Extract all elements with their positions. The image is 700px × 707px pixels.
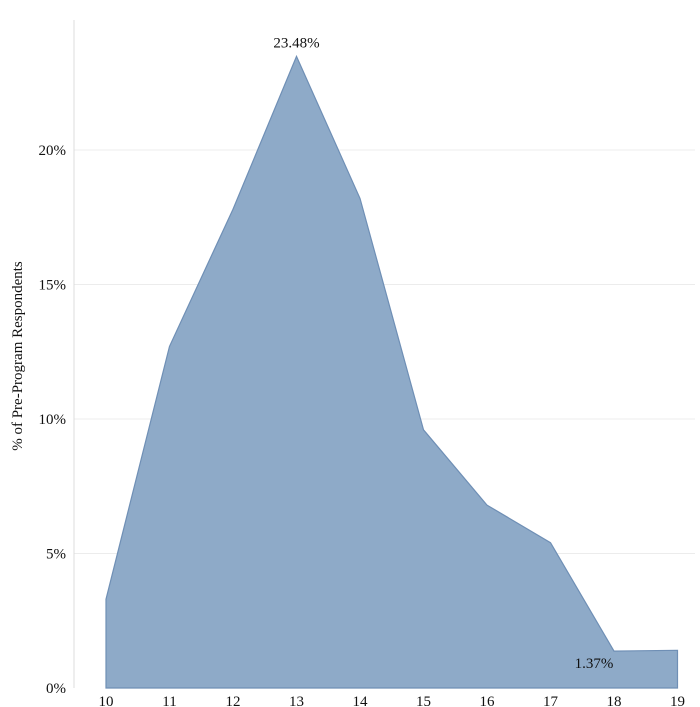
y-tick-label: 15% <box>39 278 67 294</box>
y-tick-label: 5% <box>46 547 66 563</box>
x-tick-label: 19 <box>670 694 685 707</box>
data-label: 1.37% <box>575 656 614 672</box>
x-tick-label: 18 <box>607 694 622 707</box>
x-tick-label: 13 <box>289 694 304 707</box>
data-labels: 23.48% 1.37% <box>273 35 613 672</box>
x-tick-label: 17 <box>543 694 559 707</box>
y-tick-label: 10% <box>39 412 67 428</box>
y-tick-label: 0% <box>46 681 66 697</box>
x-tick-label: 11 <box>162 694 176 707</box>
x-axis-ticks: 10 11 12 13 14 15 16 17 18 19 <box>99 694 686 707</box>
y-axis-ticks: 0% 5% 10% 15% 20% <box>39 143 67 697</box>
area-series <box>105 54 679 689</box>
x-tick-label: 12 <box>226 694 241 707</box>
x-tick-label: 10 <box>99 694 114 707</box>
x-tick-label: 14 <box>353 694 369 707</box>
y-axis-title: % of Pre-Program Respondents <box>10 261 26 451</box>
x-tick-label: 16 <box>480 694 496 707</box>
data-label: 23.48% <box>273 35 319 51</box>
y-tick-label: 20% <box>39 143 67 159</box>
x-tick-label: 15 <box>416 694 431 707</box>
